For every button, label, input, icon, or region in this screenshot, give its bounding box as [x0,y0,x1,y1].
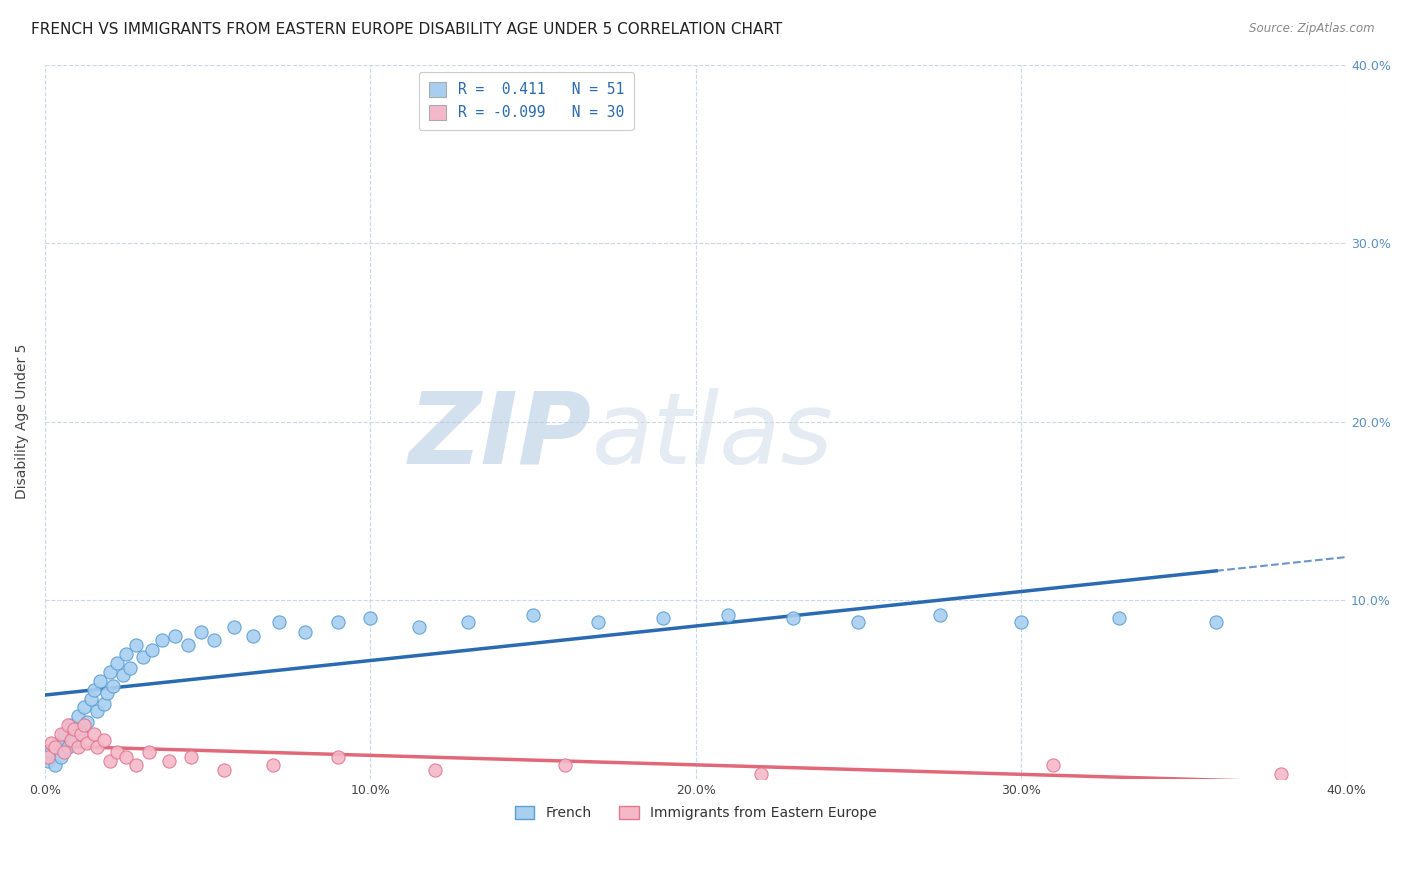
Point [326,750,349,764]
Point [294,625,316,640]
Point [46,736,69,750]
Point [212,763,235,777]
Point [202,632,225,647]
Point [41,736,63,750]
Point [98,754,121,768]
Point [141,643,163,657]
Point [554,757,576,772]
Point [76,714,98,729]
Point [928,607,950,622]
Point [457,615,479,629]
Point [73,718,96,732]
Point [69,722,91,736]
Point [93,697,115,711]
Point [63,732,86,747]
Point [326,615,349,629]
Point [96,686,118,700]
Text: Source: ZipAtlas.com: Source: ZipAtlas.com [1250,22,1375,36]
Point [1205,615,1227,629]
Point [51,727,73,741]
Point [262,757,284,772]
Point [131,650,153,665]
Point [425,763,447,777]
Text: FRENCH VS IMMIGRANTS FROM EASTERN EUROPE DISABILITY AGE UNDER 5 CORRELATION CHAR: FRENCH VS IMMIGRANTS FROM EASTERN EUROPE… [31,22,782,37]
Point [53,727,76,741]
Point [44,757,66,772]
Point [138,745,160,759]
Point [157,754,180,768]
Point [56,718,79,732]
Point [86,739,108,754]
Point [103,679,125,693]
Point [115,750,138,764]
Y-axis label: Disability Age Under 5: Disability Age Under 5 [15,344,30,500]
Point [66,709,89,723]
Point [165,629,187,643]
Point [150,632,173,647]
Point [1042,757,1064,772]
Point [408,620,430,634]
Point [652,611,675,625]
Point [37,750,59,764]
Point [522,607,544,622]
Point [112,668,135,682]
Point [59,732,82,747]
Point [59,718,82,732]
Point [69,727,91,741]
Point [93,732,115,747]
Point [125,757,148,772]
Text: atlas: atlas [592,387,834,484]
Point [222,620,245,634]
Point [41,745,63,759]
Point [749,766,772,780]
Point [105,745,128,759]
Point [717,607,740,622]
Point [115,647,138,661]
Point [782,611,804,625]
Point [177,638,200,652]
Point [1270,766,1292,780]
Point [1108,611,1130,625]
Legend: French, Immigrants from Eastern Europe: French, Immigrants from Eastern Europe [509,800,882,825]
Text: ZIP: ZIP [409,387,592,484]
Point [359,611,381,625]
Point [105,656,128,670]
Point [56,739,79,754]
Point [190,625,212,640]
Point [180,750,202,764]
Point [37,754,59,768]
Point [73,700,96,714]
Point [86,704,108,718]
Point [242,629,264,643]
Point [125,638,148,652]
Point [846,615,869,629]
Point [1010,615,1032,629]
Point [98,665,121,679]
Point [118,661,141,675]
Point [586,615,609,629]
Point [83,727,105,741]
Point [76,736,98,750]
Point [66,739,89,754]
Point [51,750,73,764]
Point [89,673,111,688]
Point [63,722,86,736]
Point [44,739,66,754]
Point [53,745,76,759]
Point [269,615,291,629]
Point [79,691,101,706]
Point [83,682,105,697]
